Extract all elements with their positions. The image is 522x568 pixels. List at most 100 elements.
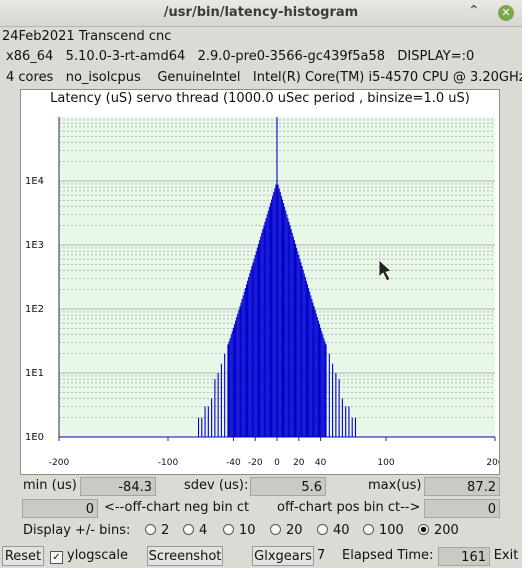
- y-tick-label: 1E0: [25, 432, 44, 443]
- histogram-bar: [211, 398, 213, 437]
- histogram-bar: [293, 240, 295, 437]
- histogram-bar: [275, 184, 277, 437]
- radio-dot[interactable]: [223, 524, 234, 535]
- histogram-bar: [324, 341, 326, 437]
- radio-dot[interactable]: [317, 524, 328, 535]
- histogram-bar: [228, 341, 230, 437]
- radio-dot[interactable]: [363, 524, 374, 535]
- glxgears-count: 7: [317, 548, 326, 563]
- histogram-bar: [298, 254, 300, 437]
- bins-option-10[interactable]: 10: [223, 523, 256, 538]
- bins-option-100[interactable]: 100: [363, 523, 404, 538]
- histogram-bar: [332, 363, 334, 437]
- histogram-bar: [325, 344, 327, 437]
- histogram-bar: [273, 192, 275, 437]
- elapsed-time-field: 161: [438, 547, 490, 566]
- histogram-bar: [231, 331, 233, 437]
- histogram-bar: [268, 206, 270, 437]
- sdev-label: sdev (us):: [184, 478, 249, 493]
- minimize-icon[interactable]: ⌃: [468, 3, 480, 19]
- histogram-bar: [290, 229, 292, 437]
- histogram-bar: [317, 320, 319, 437]
- histogram-bar: [276, 117, 278, 437]
- histogram-bar: [214, 379, 216, 437]
- histogram-bar: [197, 417, 200, 437]
- bins-option-4[interactable]: 4: [183, 523, 207, 538]
- histogram-bar: [300, 262, 302, 437]
- histogram-bar: [348, 406, 350, 437]
- neg-bin-count-field: 0: [22, 499, 98, 518]
- chart-title: Latency (uS) servo thread (1000.0 uSec p…: [50, 91, 470, 106]
- histogram-bar: [321, 331, 323, 437]
- histogram-bar: [255, 251, 257, 437]
- histogram-bar: [314, 309, 316, 437]
- histogram-bar: [239, 306, 241, 437]
- histogram-bar: [306, 284, 309, 437]
- histogram-bar: [240, 302, 242, 437]
- radio-dot-selected[interactable]: [418, 524, 429, 535]
- histogram-bar: [323, 338, 325, 437]
- histogram-bar: [236, 316, 238, 437]
- histogram-bar: [315, 313, 317, 437]
- x-tick-label: 20: [293, 458, 305, 468]
- radio-dot[interactable]: [183, 524, 194, 535]
- bins-option-20[interactable]: 20: [270, 523, 303, 538]
- histogram-bar: [262, 229, 264, 437]
- histogram-bar: [318, 324, 321, 437]
- histogram-bar: [238, 309, 240, 437]
- histogram-bar: [267, 210, 269, 437]
- histogram-bar: [313, 306, 315, 437]
- histogram-bar: [235, 320, 237, 437]
- histogram-bar: [296, 247, 298, 437]
- bins-option-2[interactable]: 2: [145, 523, 169, 538]
- histogram-bar: [309, 291, 311, 437]
- histogram-bar: [316, 316, 318, 437]
- histogram-bar: [269, 203, 272, 437]
- histogram-bar: [303, 273, 305, 437]
- histogram-bar: [261, 232, 263, 437]
- histogram-bar: [345, 406, 347, 437]
- histogram-bar: [311, 299, 313, 437]
- glxgears-button[interactable]: Glxgears: [252, 546, 314, 566]
- histogram-bar: [320, 327, 322, 437]
- histogram-bar: [260, 236, 262, 437]
- exit-button[interactable]: Exit: [493, 548, 519, 563]
- max-value-field: 87.2: [424, 477, 500, 496]
- x-tick-label: 0: [274, 458, 280, 468]
- y-tick-label: 1E4: [25, 176, 44, 187]
- cpu-info-line: 4 cores no_isolcpus GenuineIntel Intel(R…: [6, 70, 522, 85]
- histogram-bar: [256, 247, 258, 437]
- x-tick-label: -40: [226, 458, 241, 468]
- histogram-bar: [224, 353, 226, 437]
- histogram-bar: [338, 379, 340, 437]
- histogram-bar: [288, 221, 290, 437]
- histogram-bar: [232, 327, 234, 437]
- histogram-bar: [259, 240, 261, 437]
- y-tick-label: 1E1: [25, 368, 44, 379]
- histogram-bar: [248, 277, 250, 437]
- histogram-bar: [301, 266, 303, 437]
- histogram-bar: [302, 269, 304, 437]
- bins-option-200[interactable]: 200: [418, 523, 459, 538]
- histogram-bar: [220, 363, 222, 437]
- histogram-bar: [217, 373, 219, 437]
- histogram-bar: [284, 206, 286, 437]
- checkbox-check-icon[interactable]: ✓: [50, 551, 63, 564]
- close-icon[interactable]: ✕: [498, 5, 514, 21]
- bins-option-40[interactable]: 40: [317, 523, 350, 538]
- histogram-bar: [281, 199, 283, 437]
- histogram-bar: [328, 353, 330, 437]
- histogram-bar: [291, 232, 293, 437]
- ylogscale-label: ylogscale: [67, 548, 129, 563]
- screenshot-button[interactable]: Screenshot: [147, 546, 223, 566]
- x-tick-label: 200: [486, 458, 499, 468]
- x-tick-label: -20: [248, 458, 263, 468]
- reset-button[interactable]: Reset: [2, 546, 44, 566]
- histogram-bar: [297, 251, 299, 437]
- histogram-bar: [277, 184, 279, 437]
- radio-dot[interactable]: [145, 524, 156, 535]
- ylogscale-toggle[interactable]: ✓ ylogscale: [50, 548, 128, 564]
- histogram-bar: [272, 195, 274, 437]
- radio-dot[interactable]: [270, 524, 281, 535]
- histogram-bar: [351, 417, 353, 437]
